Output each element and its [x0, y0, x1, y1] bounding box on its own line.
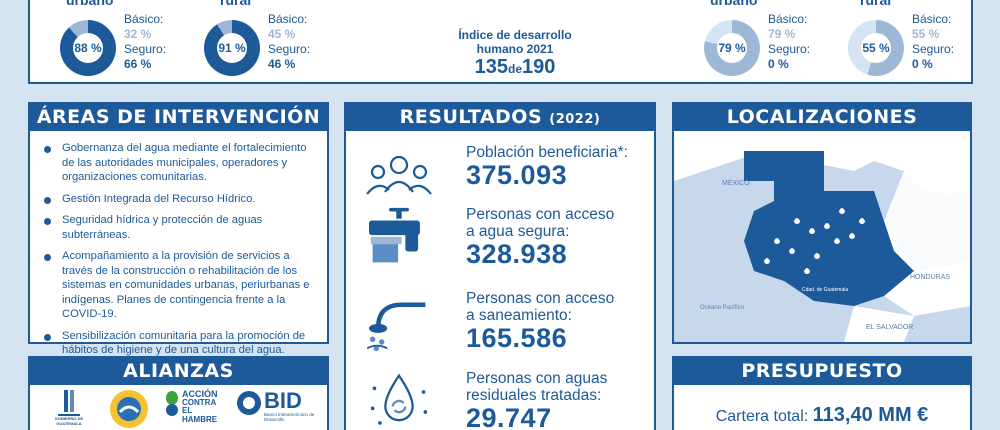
left-rural-stats: Básico: 45 % Seguro: 46 %: [268, 12, 310, 72]
bid-logo: BID Banco Interamericano de Desarrollo: [236, 388, 316, 428]
left-rural-label: rural: [220, 0, 252, 8]
gobierno-text: GOBIERNO DE GUATEMALA: [54, 416, 84, 426]
areas-title: ÁREAS DE INTERVENCIÓN: [30, 104, 327, 131]
idh-block: Índice de desarrollo humano 2021 135de19…: [440, 28, 590, 77]
list-item: Acompañamiento a la provisión de servici…: [44, 249, 315, 322]
basic-value: 79 %: [768, 27, 796, 41]
gobierno-emblem-icon: [58, 390, 80, 416]
resultados-title-text: RESULTADOS: [399, 106, 543, 128]
accion-line: CONTRA EL: [182, 397, 216, 415]
basic-value: 45 %: [268, 27, 296, 41]
accion-line: ACCIÓN: [182, 389, 218, 399]
cartera-total: Cartera total: 113,40 MM €: [674, 404, 970, 427]
resultados-title: RESULTADOS (2022): [346, 104, 654, 131]
guatemala-map: MÉXICO HONDURAS EL SALVADOR Océano Pacíf…: [674, 131, 970, 342]
idh-rank: 135de190: [440, 57, 590, 77]
basic-label: Básico:: [912, 12, 952, 26]
left-urban-stats: Básico: 32 % Seguro: 66 %: [124, 12, 166, 72]
basic-value: 32 %: [124, 27, 152, 41]
bid-subtext: Banco Interamericano de Desarrollo: [264, 412, 315, 422]
safe-label: Seguro:: [124, 42, 167, 56]
safe-value: 46 %: [268, 57, 296, 71]
basic-label: Básico:: [268, 12, 308, 26]
cartera-value: 113,40 MM €: [812, 404, 929, 426]
safe-value: 66 %: [124, 57, 152, 71]
coverage-panel: urbano 88 % Básico: 32 % Seguro: 66 % ru…: [28, 0, 973, 84]
list-item: Gobernanza del agua mediante el fortalec…: [44, 141, 315, 185]
idh-rank-value: 135: [474, 56, 508, 78]
basic-label: Básico:: [768, 12, 808, 26]
gobierno-logo: GOBIERNO DE GUATEMALA: [44, 388, 94, 430]
faucet-icon: [369, 207, 420, 263]
capital-label: Cdad. de Guatemala: [802, 287, 848, 293]
right-urban-pct: 79 %: [718, 41, 746, 55]
result-text: Población beneficiaria*: 375.093: [466, 144, 628, 190]
people-icon: [366, 155, 432, 195]
water-org-logo: [108, 388, 150, 430]
idh-of: de: [507, 62, 522, 76]
result-label: Personas con aguas residuales tratadas:: [466, 370, 608, 404]
el-salvador-label: EL SALVADOR: [866, 324, 913, 331]
left-urban-label: urbano: [66, 0, 114, 8]
pipe-icon: [366, 302, 426, 352]
right-urban-stats: Básico: 79 % Seguro: 0 %: [768, 12, 810, 72]
result-text: Personas con acceso a saneamiento: 165.5…: [466, 290, 626, 353]
water-org-emblem-icon: [110, 390, 148, 428]
result-value: 375.093: [466, 160, 568, 190]
result-text: Personas con aguas residuales tratadas: …: [466, 370, 626, 430]
honduras-label: HONDURAS: [910, 274, 950, 281]
safe-value: 0 %: [768, 57, 789, 71]
right-rural-label: rural: [860, 0, 892, 8]
localizaciones-panel: LOCALIZACIONES MÉXICO HONDURAS EL SALVAD…: [672, 102, 972, 344]
idh-title: Índice de desarrollo humano 2021: [458, 28, 572, 56]
presupuesto-panel: PRESUPUESTO Cartera total: 113,40 MM €: [672, 356, 972, 430]
left-urban-donut: [60, 20, 116, 76]
list-item: Sensibilización comunitaria para la prom…: [44, 329, 315, 358]
safe-label: Seguro:: [912, 42, 955, 56]
list-item: Gestión Integrada del Recurso Hídrico.: [44, 192, 315, 207]
right-urban-label: urbano: [710, 0, 758, 8]
safe-label: Seguro:: [768, 42, 811, 56]
idh-total: 190: [522, 56, 556, 78]
result-label: Personas con acceso a agua segura:: [466, 206, 615, 240]
right-rural-donut: [848, 20, 904, 76]
resultados-panel: RESULTADOS (2022) Población beneficiaria…: [344, 102, 656, 430]
presupuesto-title: PRESUPUESTO: [674, 358, 970, 385]
alianzas-panel: ALIANZAS GOBIERNO DE GUATEMALA ACCIÓN CO…: [28, 356, 329, 430]
mexico-label: MÉXICO: [722, 178, 750, 187]
result-text: Personas con acceso a agua segura: 328.9…: [466, 206, 626, 269]
bid-emblem-icon: [237, 391, 261, 415]
ocean-label: Océano Pacífico: [700, 305, 745, 311]
accion-logo: ACCIÓN CONTRA EL HAMBRE: [162, 388, 226, 428]
result-label: Personas con acceso a saneamiento:: [466, 290, 615, 324]
left-urban-pct: 88 %: [74, 41, 102, 55]
left-rural-donut: [204, 20, 260, 76]
result-label: Población beneficiaria*:: [466, 144, 628, 161]
safe-label: Seguro:: [268, 42, 311, 56]
list-item: Seguridad hídrica y protección de aguas …: [44, 213, 315, 242]
basic-value: 55 %: [912, 27, 940, 41]
result-value: 165.586: [466, 323, 568, 353]
resultados-year: (2022): [549, 112, 601, 127]
left-rural-pct: 91 %: [218, 41, 246, 55]
alianzas-title: ALIANZAS: [30, 358, 327, 385]
areas-list: Gobernanza del agua mediante el fortalec…: [30, 131, 327, 358]
cartera-label: Cartera total:: [715, 408, 809, 425]
localizaciones-title: LOCALIZACIONES: [674, 104, 970, 131]
basic-label: Básico:: [124, 12, 164, 26]
accion-text: ACCIÓN CONTRA EL HAMBRE: [182, 390, 226, 424]
water-drop-icon: [370, 373, 428, 425]
right-rural-stats: Básico: 55 % Seguro: 0 %: [912, 12, 954, 72]
right-rural-pct: 55 %: [862, 41, 890, 55]
safe-value: 0 %: [912, 57, 933, 71]
areas-panel: ÁREAS DE INTERVENCIÓN Gobernanza del agu…: [28, 102, 329, 356]
right-urban-donut: [704, 20, 760, 76]
accion-line: HAMBRE: [182, 414, 218, 424]
result-value: 29.747: [466, 403, 552, 430]
bid-text: BID: [264, 388, 302, 413]
result-value: 328.938: [466, 239, 568, 269]
leaf-icon: [166, 391, 178, 416]
